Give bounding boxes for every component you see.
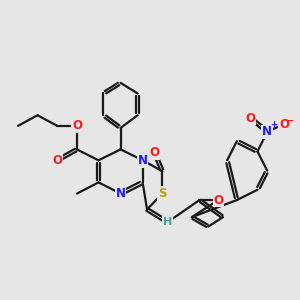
Text: O: O: [149, 146, 159, 159]
Text: O: O: [52, 154, 62, 167]
Text: O: O: [72, 119, 82, 132]
Text: H: H: [163, 217, 172, 227]
Text: +: +: [270, 120, 277, 129]
Text: O: O: [213, 194, 223, 207]
Text: S: S: [158, 187, 166, 200]
Text: N: N: [262, 125, 272, 138]
Text: O: O: [279, 118, 289, 130]
Text: −: −: [286, 116, 295, 126]
Text: N: N: [116, 187, 126, 200]
Text: O: O: [246, 112, 256, 125]
Text: N: N: [138, 154, 148, 167]
